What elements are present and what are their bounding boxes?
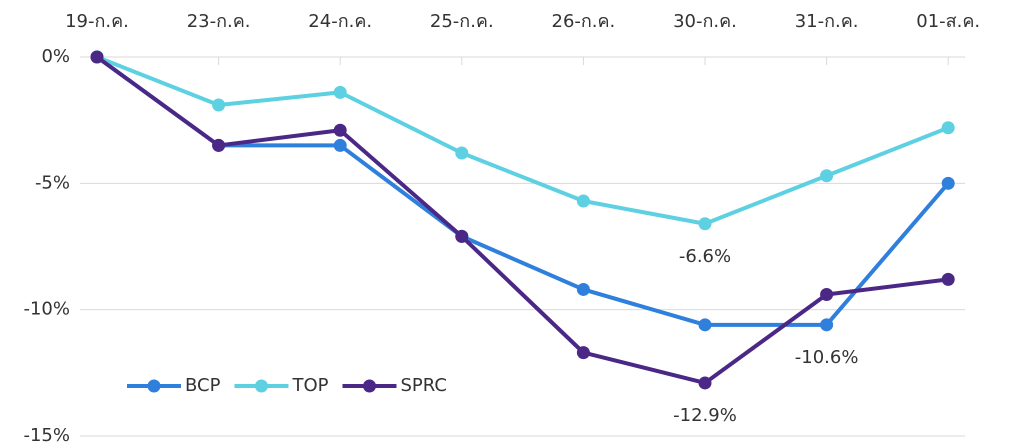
data-point: [212, 98, 226, 112]
y-tick-label: -5%: [35, 172, 70, 193]
data-point: [698, 217, 712, 231]
x-tick-label: 30-ก.ค.: [673, 11, 737, 32]
y-tick-label: -15%: [23, 425, 70, 446]
data-label: -6.6%: [679, 246, 731, 267]
data-point: [941, 121, 955, 135]
x-tick-label: 23-ก.ค.: [187, 11, 251, 32]
data-point: [455, 146, 469, 160]
data-label: -10.6%: [795, 347, 859, 368]
x-tick-label: 01-ส.ค.: [916, 11, 980, 32]
data-point: [90, 50, 104, 64]
x-tick-label: 26-ก.ค.: [552, 11, 616, 32]
series-line: [96, 55, 949, 226]
data-point: [455, 229, 469, 243]
data-point: [820, 169, 834, 183]
data-point: [698, 376, 712, 390]
legend-marker: [363, 379, 376, 393]
x-tick-label: 31-ก.ค.: [795, 11, 859, 32]
data-point: [941, 272, 955, 286]
legend-label: SPRC: [401, 375, 447, 396]
series-line: [95, 55, 949, 385]
data-point: [212, 138, 226, 152]
data-point: [333, 123, 347, 137]
legend-marker: [254, 379, 268, 393]
legend-label: BCP: [185, 375, 221, 396]
legend-marker: [147, 379, 161, 393]
data-point: [333, 85, 347, 99]
data-point: [820, 318, 834, 332]
data-point: [333, 138, 347, 152]
y-tick-label: -10%: [23, 299, 70, 320]
data-point: [576, 282, 590, 296]
data-point: [698, 318, 712, 332]
y-tick-label: 0%: [41, 46, 70, 67]
x-tick-label: 24-ก.ค.: [308, 11, 372, 32]
x-tick-label: 19-ก.ค.: [65, 11, 129, 32]
data-point: [820, 288, 834, 302]
series-line: [95, 55, 950, 327]
data-label: -12.9%: [673, 405, 737, 426]
data-point: [941, 176, 955, 190]
data-point: [576, 194, 590, 208]
legend-label: TOP: [291, 375, 328, 396]
data-point: [576, 346, 590, 360]
x-tick-label: 25-ก.ค.: [430, 11, 494, 32]
